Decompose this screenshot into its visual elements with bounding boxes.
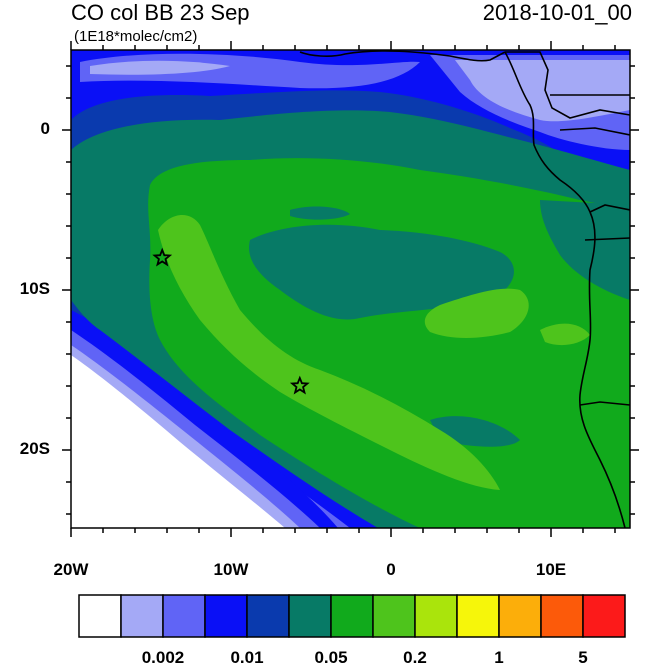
colorbar-label-001: 0.01 bbox=[230, 648, 264, 667]
colorbar-box bbox=[78, 594, 122, 638]
site-markers bbox=[152, 247, 310, 395]
site-2-star-icon bbox=[289, 375, 310, 395]
colorbar-label-5: 5 bbox=[578, 648, 588, 667]
site-1-star-icon bbox=[152, 247, 173, 267]
plot-frame bbox=[70, 49, 631, 529]
lon-label-10w: 10W bbox=[213, 560, 249, 579]
colorbar-box bbox=[498, 594, 542, 638]
colorbar-box bbox=[456, 594, 500, 638]
colorbar-box bbox=[540, 594, 584, 638]
lon-label-0: 0 bbox=[386, 560, 396, 579]
colorbar-label-005: 0.05 bbox=[314, 648, 348, 667]
map-units: (1E18*molec/cm2) bbox=[74, 28, 198, 45]
colorbar-label-0002: 0.002 bbox=[141, 648, 185, 667]
colorbar-box bbox=[246, 594, 290, 638]
coastline bbox=[299, 50, 630, 528]
colorbar-box bbox=[120, 594, 164, 638]
colorbar-box bbox=[582, 594, 626, 638]
colorbar-box bbox=[330, 594, 374, 638]
colorbar-label-1: 1 bbox=[494, 648, 504, 667]
co-field bbox=[71, 50, 630, 528]
map-timestamp: 2018-10-01_00 bbox=[482, 0, 632, 25]
colorbar-box bbox=[372, 594, 416, 638]
lon-label-10e: 10E bbox=[535, 560, 567, 579]
lat-label-0: 0 bbox=[40, 119, 50, 138]
colorbar bbox=[78, 594, 626, 638]
colorbar-box bbox=[414, 594, 458, 638]
lon-label-20w: 20W bbox=[53, 560, 89, 579]
lat-label-20s: 20S bbox=[19, 439, 50, 458]
lat-label-10s: 10S bbox=[19, 279, 50, 298]
colorbar-box bbox=[204, 594, 248, 638]
axis-ticks bbox=[62, 41, 639, 537]
colorbar-label-02: 0.2 bbox=[403, 648, 427, 667]
colorbar-box bbox=[288, 594, 332, 638]
map-title: CO col BB 23 Sep bbox=[71, 0, 250, 25]
colorbar-box bbox=[162, 594, 206, 638]
